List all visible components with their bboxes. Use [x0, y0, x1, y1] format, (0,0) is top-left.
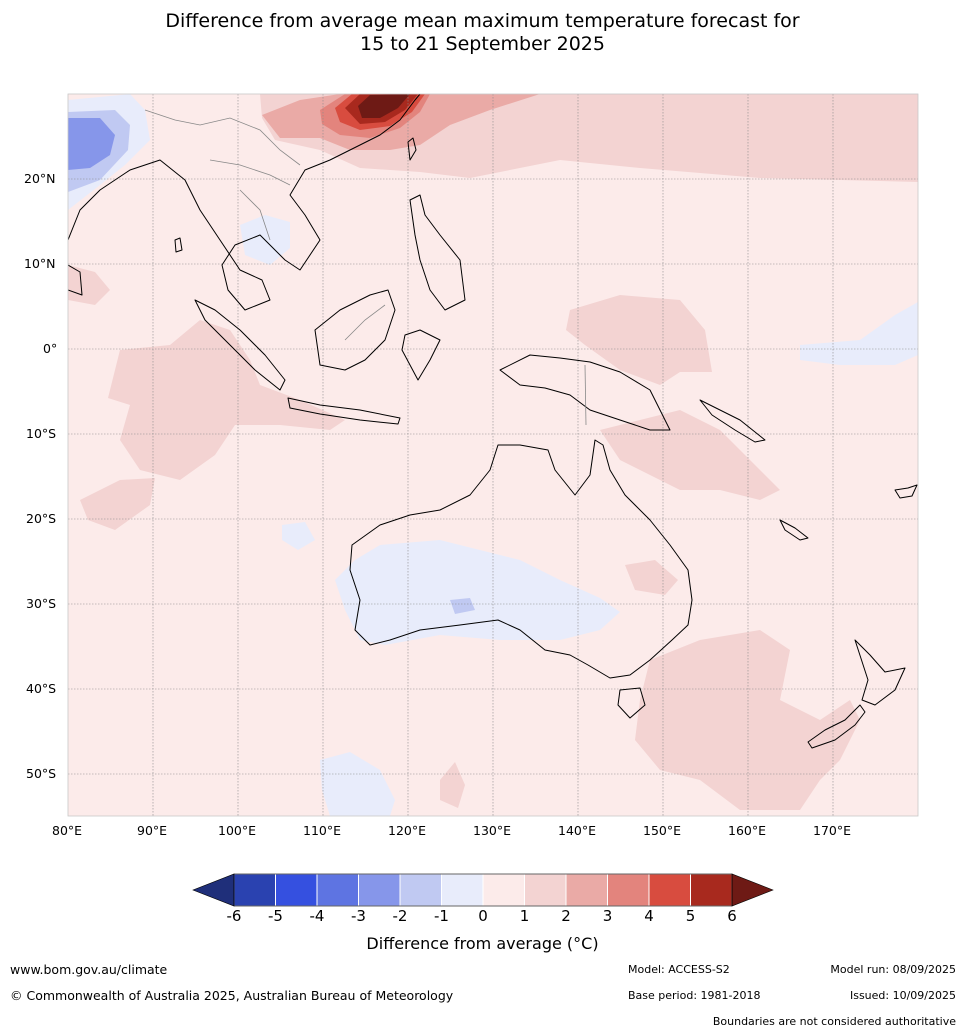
- title-line-2: 15 to 21 September 2025: [360, 33, 605, 55]
- anomaly-region-indian-ocean: [108, 320, 345, 480]
- lat-label-20n: 20°N: [24, 171, 56, 186]
- cool-region-pacific-east: [800, 302, 918, 365]
- taiwan-coast: [407, 137, 417, 161]
- anomaly-region-west: [68, 265, 110, 305]
- model-text: Model: ACCESS-S2: [628, 963, 730, 976]
- anomaly-region-central-australia: [625, 560, 678, 595]
- solomon-coast: [699, 399, 766, 443]
- colorbar-tick-label: -4: [309, 907, 325, 925]
- map-frame: [67, 93, 919, 817]
- sri-lanka-coast: [174, 237, 183, 253]
- colorbar-tick-label: 1: [519, 907, 530, 925]
- colorbar-tick-label: 5: [685, 907, 696, 925]
- anomaly-region-png-east: [566, 295, 712, 385]
- mainland-asia-coast: [68, 94, 421, 311]
- anomaly-region-tasman-sea: [635, 630, 860, 810]
- lon-label-140e: 140°E: [558, 823, 597, 838]
- coastlines: [68, 94, 918, 749]
- colorbar-tick-label: 3: [602, 907, 613, 925]
- title-line-1: Difference from average mean maximum tem…: [165, 10, 800, 32]
- colorbar-tick-label: -6: [226, 907, 242, 925]
- copyright-text: © Commonwealth of Australia 2025, Austra…: [10, 988, 454, 1003]
- cool-region-southern-ocean: [320, 752, 395, 816]
- lon-label-100e: 100°E: [218, 823, 257, 838]
- lat-label-50s: 50°S: [26, 766, 57, 781]
- colorbar-tick-label: -3: [351, 907, 366, 925]
- country-borders: [144, 109, 587, 426]
- model-run-text: Model run: 08/09/2025: [830, 963, 956, 976]
- new-guinea-coast: [499, 354, 671, 431]
- colorbar-tick-label: -2: [392, 907, 408, 925]
- anomaly-region-indian-ocean-west: [80, 478, 155, 530]
- lon-label-90e: 90°E: [137, 823, 168, 838]
- tasmania-coast: [617, 687, 646, 719]
- colorbar-tick-label: 6: [727, 907, 737, 925]
- borneo-coast: [314, 289, 396, 371]
- australia-coast: [349, 439, 693, 679]
- new-zealand-south: [807, 704, 866, 749]
- new-zealand-north: [854, 639, 906, 706]
- colorbar-tick-label: 4: [644, 907, 654, 925]
- fiji-coast: [894, 484, 918, 499]
- new-caledonia-coast: [779, 519, 809, 541]
- lat-label-10s: 10°S: [26, 426, 57, 441]
- colorbar-tick-label: -5: [268, 907, 283, 925]
- colorbar-label: Difference from average (°C): [366, 934, 599, 953]
- lon-label-130e: 130°E: [473, 823, 512, 838]
- lon-label-120e: 120°E: [388, 823, 427, 838]
- issued-text: Issued: 10/09/2025: [849, 989, 956, 1002]
- lon-label-170e: 170°E: [813, 823, 852, 838]
- sumatra-coast: [194, 299, 286, 391]
- cool-region-spot: [450, 598, 475, 614]
- lon-label-80e: 80°E: [52, 823, 83, 838]
- cool-region-bay-of-bengal-3: [68, 118, 115, 170]
- cool-region-western-australia: [335, 540, 620, 645]
- sulawesi-coast: [401, 329, 441, 381]
- lat-label-40s: 40°S: [26, 681, 57, 696]
- graticule: [68, 94, 918, 816]
- disclaimer-text: Boundaries are not considered authoritat…: [712, 1015, 956, 1028]
- website-text: www.bom.gov.au/climate: [10, 962, 168, 977]
- lat-label-30s: 30°S: [26, 596, 57, 611]
- colorbar-tick-label: -1: [434, 907, 449, 925]
- java-coast: [287, 397, 401, 425]
- colorbar-tick-label: 2: [561, 907, 571, 925]
- lat-label-20s: 20°S: [26, 511, 57, 526]
- colorbar-tick-label: 0: [478, 907, 488, 925]
- lon-label-150e: 150°E: [643, 823, 682, 838]
- lon-label-110e: 110°E: [303, 823, 342, 838]
- anomaly-region-coral-sea: [600, 410, 780, 500]
- warm-core-above-6: [358, 94, 410, 118]
- lat-label-10n: 10°N: [24, 256, 56, 271]
- lat-label-0: 0°: [43, 341, 58, 356]
- anomaly-region-south-indian: [440, 762, 465, 808]
- base-period-text: Base period: 1981-2018: [628, 989, 761, 1002]
- lon-label-160e: 160°E: [728, 823, 767, 838]
- cool-region-indian-ocean-small: [282, 522, 315, 550]
- west-edge-coast: [68, 264, 83, 296]
- philippines-coast: [409, 194, 466, 311]
- map-title: Difference from average mean maximum tem…: [0, 10, 965, 56]
